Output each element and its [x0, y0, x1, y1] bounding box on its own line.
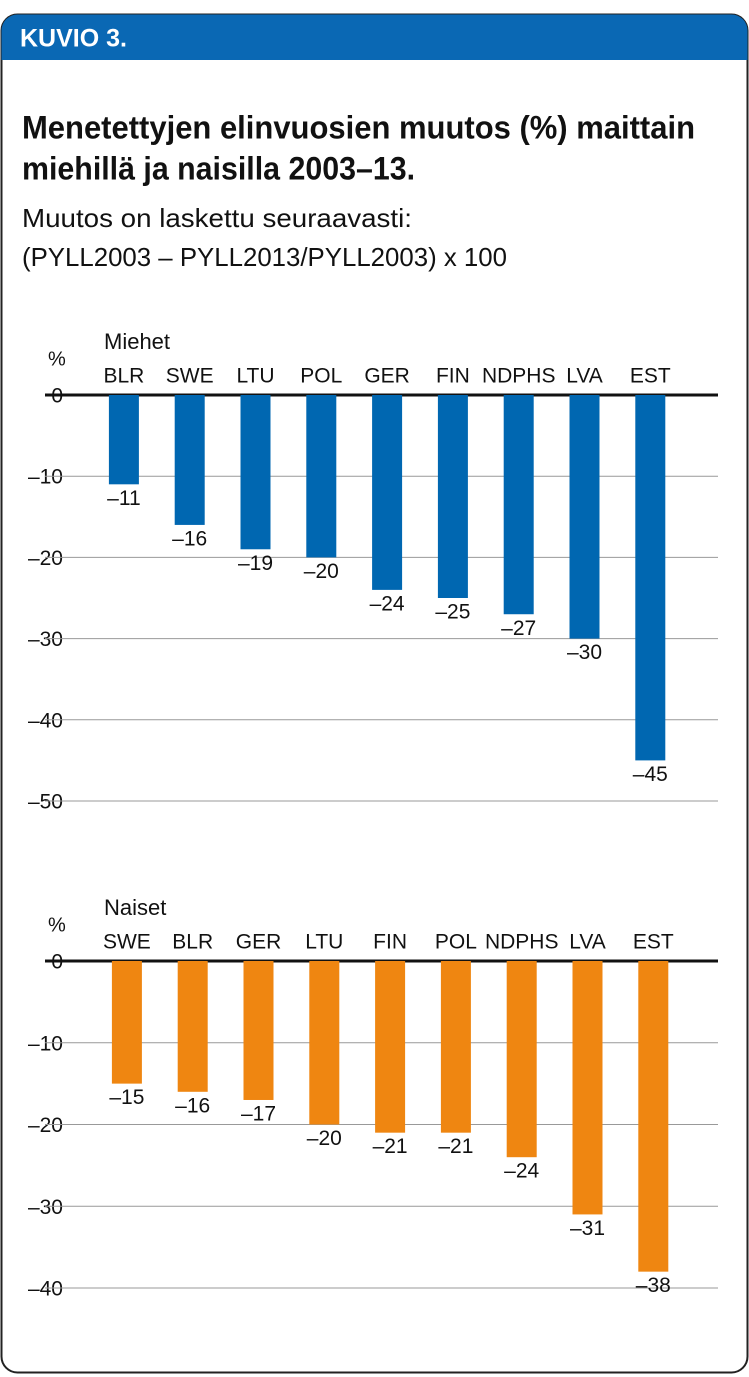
value-label: –20 [304, 560, 339, 583]
value-label: –27 [501, 617, 536, 640]
bar [503, 395, 534, 615]
value-label: –17 [241, 1103, 276, 1126]
x-tick-label: EST [633, 931, 674, 954]
bar [111, 961, 142, 1084]
subtitle-line: Muutos on laskettu seuraavasti: [22, 203, 412, 233]
x-tick-label: GER [236, 931, 282, 954]
x-tick-label: LVA [569, 931, 606, 954]
value-label: –38 [636, 1274, 671, 1297]
subtitle-line: (PYLL2003 – PYLL2013/PYLL2003) x 100 [22, 242, 507, 272]
x-tick-label: LTU [236, 365, 274, 388]
x-tick-label: SWE [166, 365, 214, 388]
bar [375, 961, 406, 1133]
x-tick-label: SWE [103, 931, 151, 954]
legend-label: Naiset [104, 895, 166, 920]
value-label: –19 [238, 552, 273, 575]
bar [638, 961, 669, 1272]
y-tick-label: –50 [28, 791, 63, 814]
x-tick-label: NDPHS [485, 931, 559, 954]
x-tick-label: LVA [566, 365, 603, 388]
y-tick-label: –10 [28, 466, 63, 489]
value-label: –16 [175, 1094, 210, 1117]
bar [569, 395, 600, 639]
header-bar [1, 14, 748, 60]
y-axis-label: % [48, 914, 66, 936]
x-tick-label: BLR [103, 365, 144, 388]
value-label: –20 [307, 1127, 342, 1150]
value-label: –31 [570, 1217, 605, 1240]
x-tick-label: POL [435, 931, 477, 954]
y-tick-label: –40 [28, 1278, 63, 1301]
value-label: –45 [633, 763, 668, 786]
bar [240, 395, 271, 550]
value-label: –15 [109, 1086, 144, 1109]
bar [635, 395, 666, 761]
bar [243, 961, 274, 1100]
x-tick-label: BLR [172, 931, 213, 954]
value-label: –24 [504, 1160, 539, 1183]
y-tick-label: –40 [28, 709, 63, 732]
bar [572, 961, 603, 1215]
y-tick-label: –20 [28, 1114, 63, 1137]
x-tick-label: LTU [305, 931, 343, 954]
bar [108, 395, 139, 485]
value-label: –16 [172, 527, 207, 550]
x-tick-label: NDPHS [482, 365, 556, 388]
value-label: –11 [107, 487, 140, 510]
value-label: –21 [373, 1135, 408, 1158]
x-tick-label: FIN [436, 365, 470, 388]
value-label: –24 [370, 592, 405, 615]
x-tick-label: GER [364, 365, 410, 388]
x-tick-label: POL [300, 365, 342, 388]
y-tick-label: –10 [28, 1032, 63, 1055]
bar [174, 395, 205, 525]
x-tick-label: EST [630, 365, 671, 388]
y-axis-label: % [48, 348, 66, 370]
title-line: Menetettyjen elinvuosien muutos (%) mait… [22, 109, 695, 145]
legend-label: Miehet [104, 329, 170, 354]
bar [437, 395, 468, 598]
bar [177, 961, 208, 1092]
value-label: –25 [435, 601, 470, 624]
bar [309, 961, 340, 1125]
value-label: –21 [438, 1135, 473, 1158]
bar [440, 961, 471, 1133]
y-tick-label: –20 [28, 547, 63, 570]
figure-label: KUVIO 3. [20, 25, 127, 53]
bar [372, 395, 403, 590]
value-label: –30 [567, 641, 602, 664]
title-line: miehillä ja naisilla 2003–13. [22, 150, 415, 186]
x-tick-label: FIN [373, 931, 407, 954]
bar [506, 961, 537, 1158]
y-tick-label: –30 [28, 1196, 63, 1219]
y-tick-label: –30 [28, 628, 63, 651]
bar [306, 395, 337, 558]
